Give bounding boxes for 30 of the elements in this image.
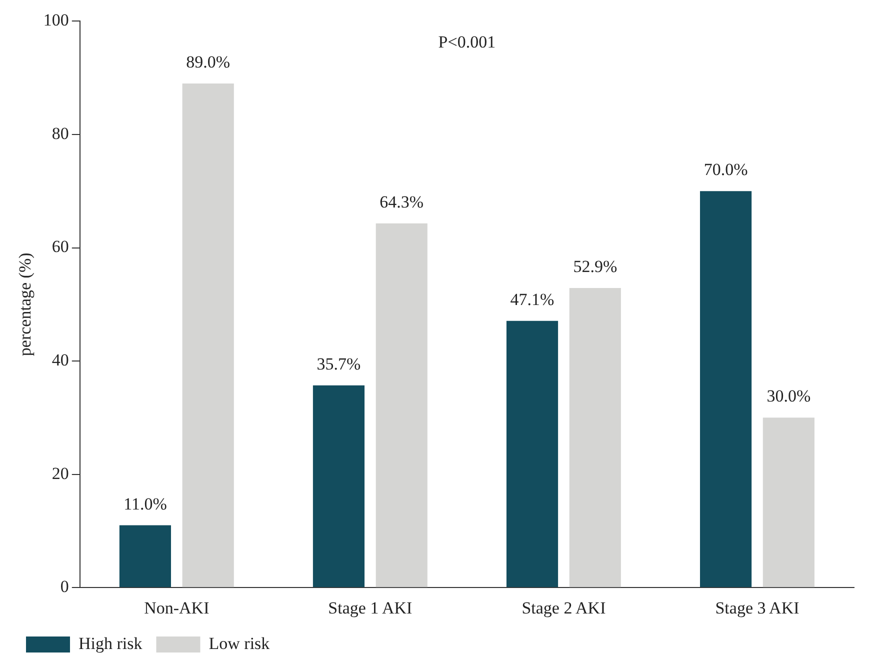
x-tick-label: Stage 2 AKI	[522, 598, 606, 618]
y-tick-label: 60	[52, 237, 69, 256]
data-label: 35.7%	[316, 354, 361, 374]
y-tick-label: 40	[52, 350, 69, 370]
bar	[119, 525, 171, 588]
data-label: 64.3%	[380, 192, 424, 212]
annotation: P<0.001	[438, 32, 496, 52]
legend-label: High risk	[78, 634, 143, 653]
x-tick-label: Non-AKI	[144, 598, 210, 618]
y-axis-title: percentage (%)	[16, 252, 35, 356]
y-tick-label: 0	[60, 577, 69, 596]
x-tick-label: Stage 3 AKI	[715, 598, 800, 618]
bar	[700, 191, 752, 588]
bar	[182, 84, 234, 588]
bar	[569, 288, 621, 588]
data-label: 52.9%	[573, 256, 618, 276]
data-label: 11.0%	[124, 494, 167, 514]
legend-label: Low risk	[208, 634, 270, 653]
bar	[312, 385, 365, 588]
y-tick-label: 100	[43, 10, 69, 30]
bar	[376, 223, 428, 588]
data-label: 70.0%	[704, 160, 748, 180]
data-label: 47.1%	[510, 290, 554, 309]
data-label: 30.0%	[766, 386, 811, 406]
x-tick-label: Stage 1 AKI	[328, 598, 413, 618]
y-tick-label: 20	[52, 464, 69, 483]
bar	[762, 418, 814, 588]
y-tick-label: 80	[52, 124, 69, 143]
data-label: 89.0%	[186, 52, 230, 72]
bar	[506, 320, 558, 588]
